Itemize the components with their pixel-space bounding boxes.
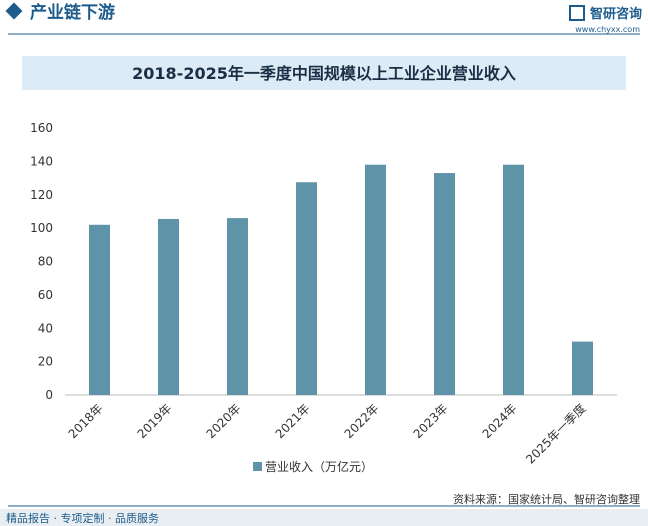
bar (89, 224, 110, 395)
section-title: 产业链下游 (30, 2, 115, 23)
bar (296, 182, 317, 395)
url: www.chyxx.com (575, 25, 640, 34)
bar (503, 164, 524, 395)
x-tick-label: 2023年 (411, 401, 451, 441)
bar (434, 173, 455, 395)
brand: 智研咨询 (590, 6, 642, 22)
bar (158, 218, 179, 395)
y-tick-label: 140 (30, 154, 53, 168)
x-tick-label: 2022年 (342, 401, 382, 441)
source: 资料来源：国家统计局、智研咨询整理 (453, 492, 640, 506)
legend-label: 营业收入（万亿元） (265, 459, 373, 474)
y-tick-label: 60 (38, 288, 53, 302)
x-tick-label: 2025年一季度 (522, 401, 588, 467)
y-tick-label: 80 (38, 255, 53, 269)
legend-swatch (253, 462, 262, 471)
y-tick-label: 0 (45, 388, 53, 402)
footer-band (0, 509, 648, 526)
bar (365, 164, 386, 395)
logo-icon (569, 5, 585, 21)
bar (572, 341, 593, 395)
y-tick-label: 160 (30, 121, 53, 135)
x-tick-label: 2024年 (480, 401, 520, 441)
x-tick-label: 2020年 (204, 401, 244, 441)
slogan: 精品报告 · 专项定制 · 品质服务 (6, 511, 159, 525)
chart-title: 2018-2025年一季度中国规模以上工业企业营业收入 (132, 64, 516, 83)
y-tick-label: 20 (38, 355, 53, 369)
x-tick-label: 2021年 (273, 401, 313, 441)
header-icon (5, 2, 23, 20)
x-tick-label: 2019年 (135, 401, 175, 441)
x-tick-label: 2018年 (66, 401, 106, 441)
bar (227, 218, 248, 395)
y-tick-label: 40 (38, 321, 53, 335)
y-tick-label: 100 (30, 221, 53, 235)
y-tick-label: 120 (30, 188, 53, 202)
title-band (22, 56, 626, 90)
